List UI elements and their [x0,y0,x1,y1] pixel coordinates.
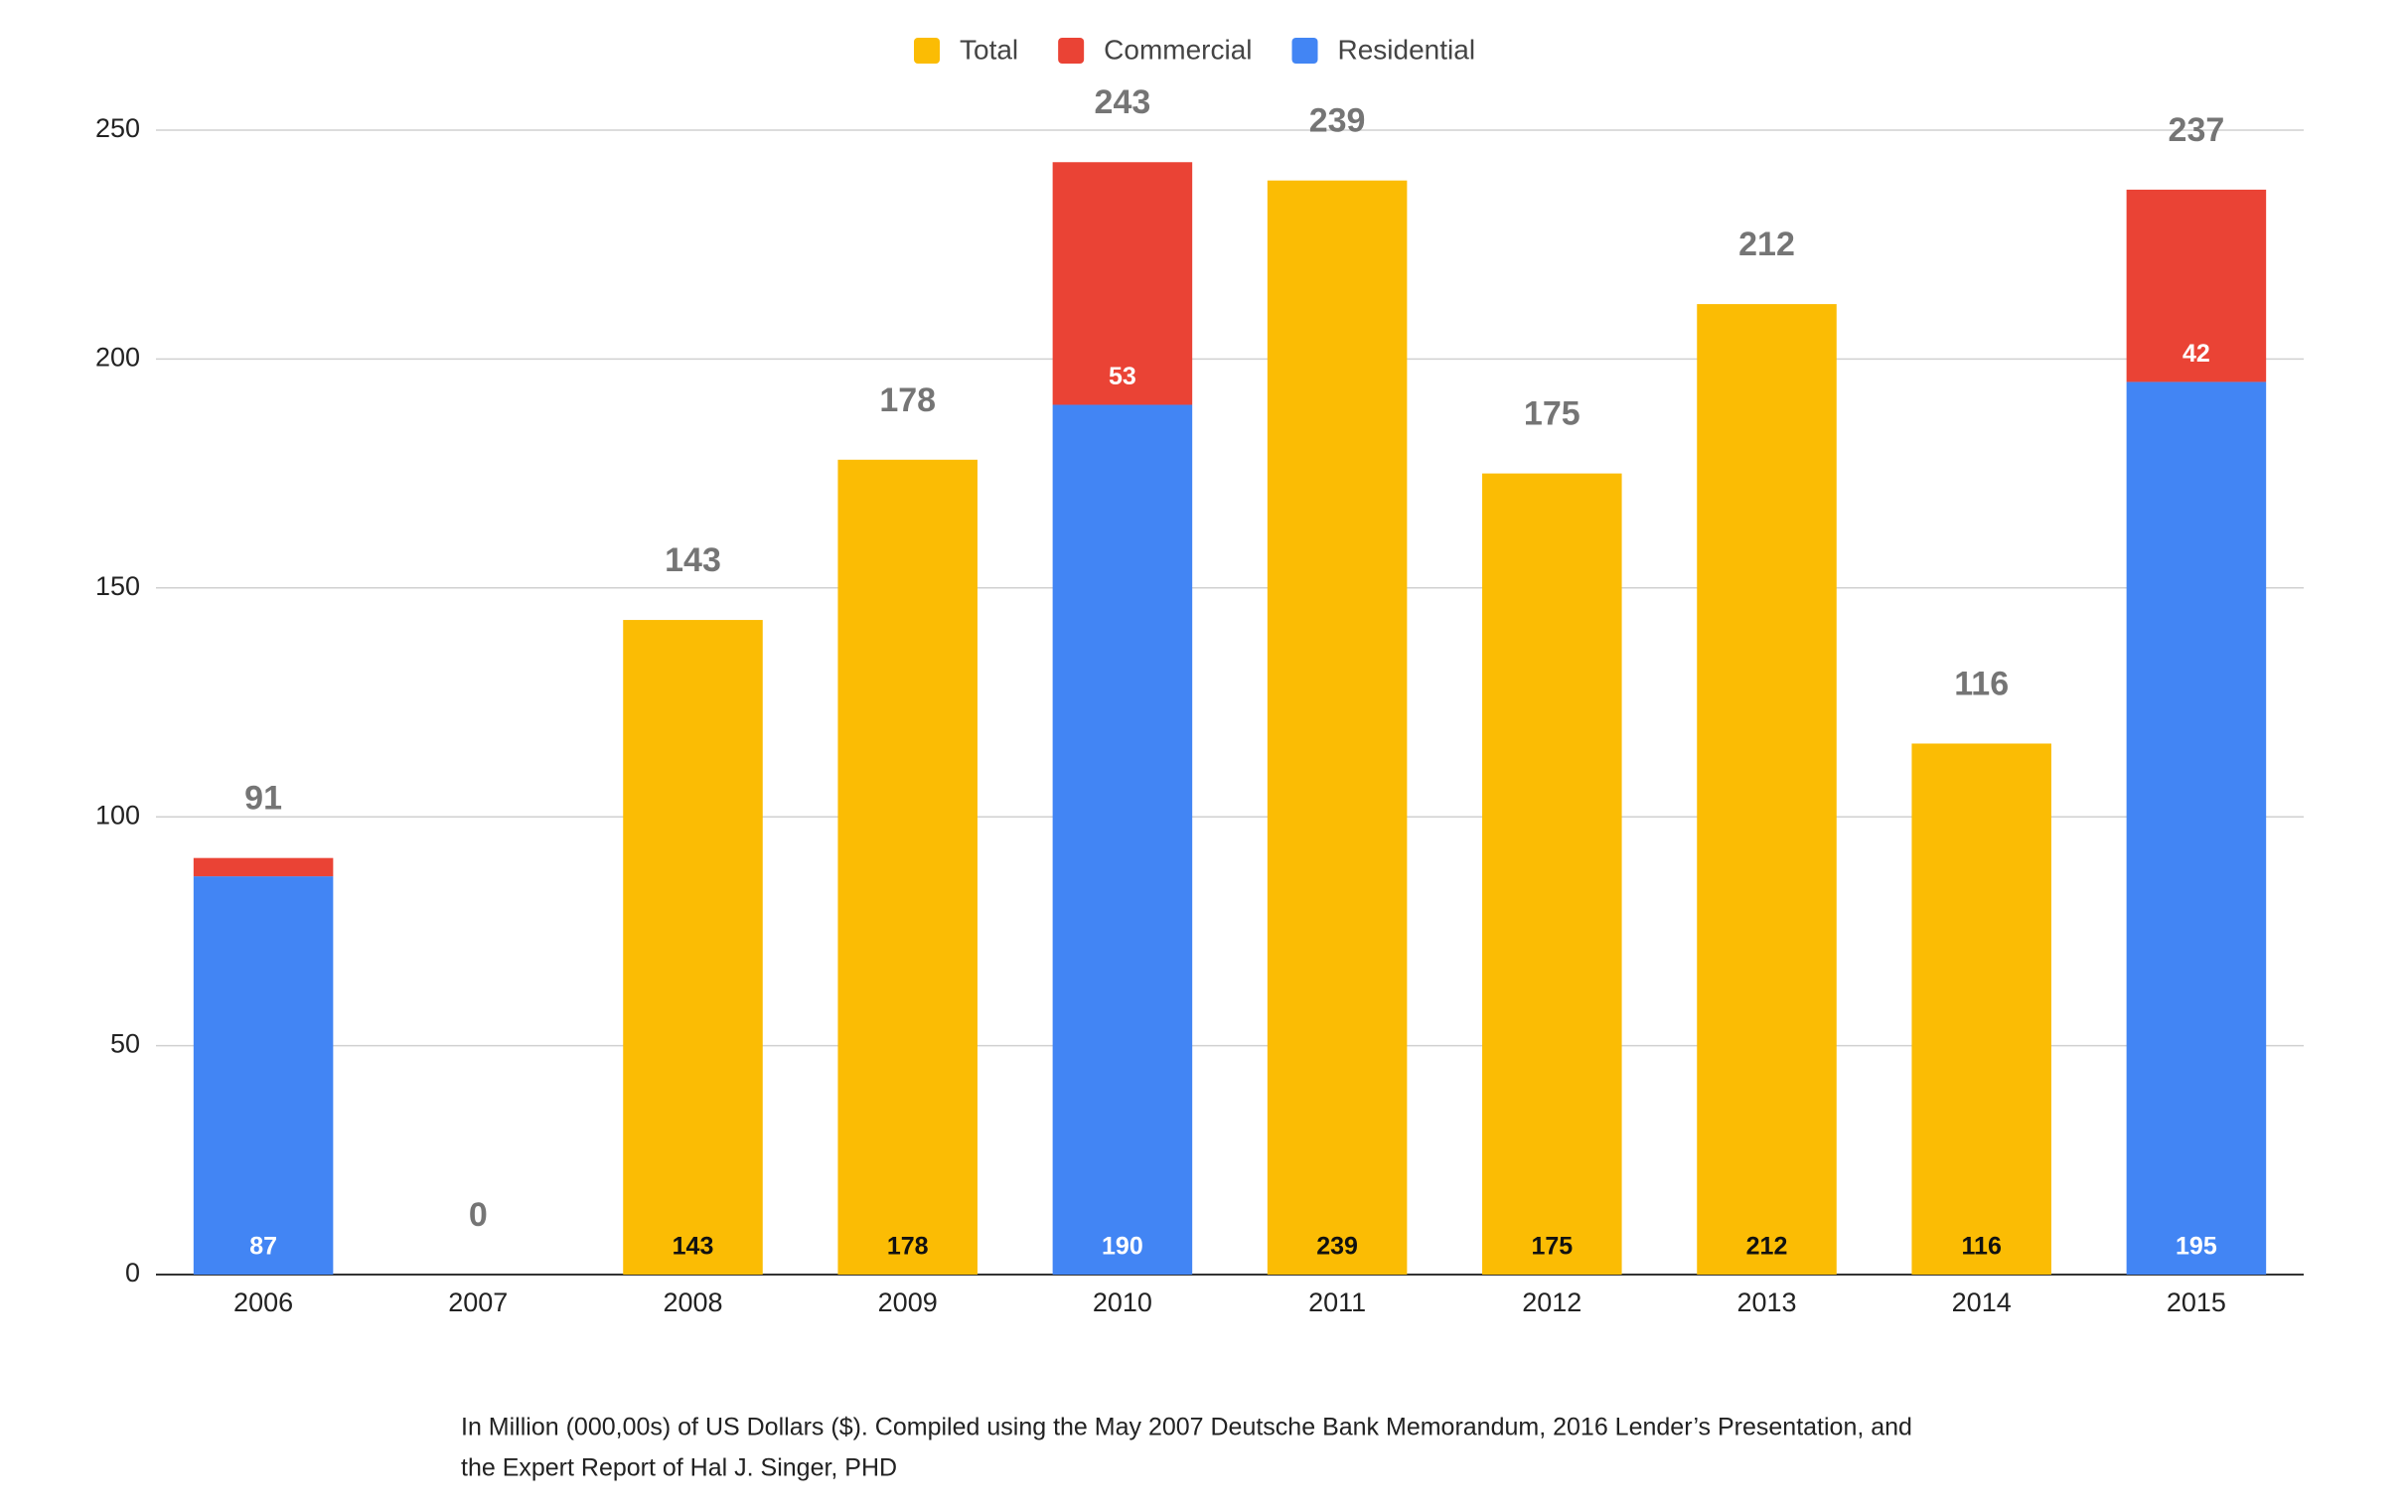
bar-segment [1911,743,2051,1275]
bar-segment [837,459,978,1275]
footnote: the Expert Report of Hal J. Singer, PHD [461,1454,897,1482]
y-tick-label: 250 [95,113,140,143]
x-tick-label: 2006 [233,1287,293,1317]
legend-label: Total [960,34,1018,65]
data-label: 178 [887,1233,929,1261]
bar-segment [193,857,334,877]
data-label: 42 [2182,340,2210,368]
bar-segment [623,620,763,1275]
total-label: 91 [244,780,282,818]
data-label: 175 [1531,1233,1573,1261]
bar-segment [1267,180,1408,1276]
y-tick-label: 0 [125,1258,140,1287]
legend-swatch [914,38,940,64]
data-label: 212 [1746,1233,1788,1261]
data-label: 87 [249,1233,277,1261]
total-label: 239 [1309,102,1366,140]
legend-label: Commercial [1104,34,1252,65]
data-label: 239 [1316,1233,1358,1261]
bar-segment [193,876,334,1275]
data-label: 4 [256,834,270,862]
data-label: 195 [2176,1233,2217,1261]
data-label: 116 [1962,1233,2002,1261]
y-tick-label: 50 [110,1029,140,1059]
x-tick-label: 2015 [2167,1287,2226,1317]
total-label: 212 [1738,226,1795,263]
total-label: 178 [879,381,936,419]
y-tick-label: 100 [95,800,140,830]
y-tick-label: 200 [95,343,140,373]
footnote: In Million (000,00s) of US Dollars ($). … [461,1414,1912,1441]
bar-segment [1052,162,1193,405]
legend-swatch [1058,38,1085,64]
bar-segment [2126,381,2267,1275]
bar-segment [1697,304,1837,1275]
data-label: 143 [673,1233,714,1261]
bar-segment [2126,189,2267,382]
total-label: 243 [1095,83,1151,121]
bar-segment [1052,404,1193,1276]
total-label: 237 [2169,111,2225,149]
total-label: 0 [469,1196,488,1234]
total-label: 116 [1954,665,2009,702]
total-label: 143 [665,541,721,579]
x-tick-label: 2011 [1308,1287,1366,1317]
legend-label: Residential [1338,34,1476,65]
x-tick-label: 2009 [878,1287,938,1317]
legend-swatch [1291,38,1318,64]
x-tick-label: 2008 [663,1287,722,1317]
data-label: 190 [1102,1233,1143,1261]
x-tick-label: 2007 [448,1287,508,1317]
x-tick-label: 2012 [1522,1287,1581,1317]
y-tick-label: 150 [95,571,140,601]
x-tick-label: 2010 [1093,1287,1152,1317]
x-tick-label: 2013 [1736,1287,1796,1317]
bar-segment [1482,473,1622,1276]
data-label: 53 [1109,363,1136,390]
x-tick-label: 2014 [1952,1287,2012,1317]
total-label: 175 [1524,395,1580,433]
